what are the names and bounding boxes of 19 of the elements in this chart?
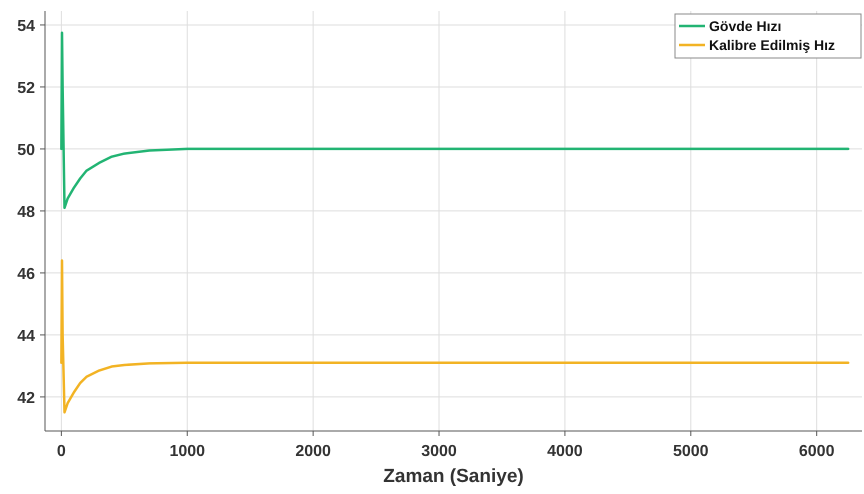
- x-tick-label: 5000: [673, 443, 709, 460]
- y-tick-label: 46: [17, 266, 36, 283]
- x-tick-label: 6000: [798, 443, 835, 460]
- x-tick-label: 2000: [295, 443, 332, 460]
- y-tick-label: 50: [17, 142, 36, 159]
- x-tick-label: 1000: [169, 443, 206, 460]
- y-tick-label: 52: [17, 80, 36, 97]
- legend-label: Gövde Hızı: [709, 18, 782, 34]
- y-tick-label: 54: [17, 18, 36, 35]
- legend-label: Kalibre Edilmiş Hız: [709, 37, 836, 53]
- x-axis-title: Zaman (Saniye): [383, 466, 524, 487]
- y-tick-label: 42: [17, 390, 36, 407]
- x-tick-label: 0: [56, 443, 66, 460]
- x-tick-label: 4000: [547, 443, 583, 460]
- line-series: [60, 31, 850, 210]
- y-tick-label: 48: [17, 204, 36, 221]
- line-series: [60, 259, 850, 414]
- y-tick-label: 44: [17, 328, 36, 345]
- x-tick-label: 3000: [421, 443, 457, 460]
